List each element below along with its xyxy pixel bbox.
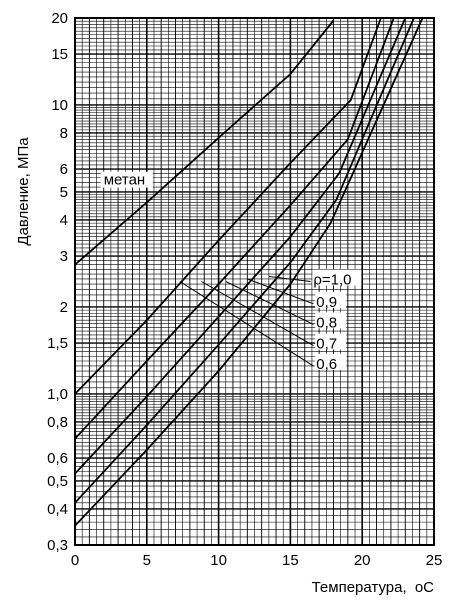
annotation-label: 0,8 [316,314,337,331]
series-label-background [100,171,153,188]
x-tick-label: 15 [282,552,299,569]
series-line [74,19,335,266]
x-axis-label-text: Температура, [312,579,407,596]
annotation-leader [225,281,314,325]
y-tick-label: 20 [51,10,68,27]
axis-labels: Давление, МПа Температура, oC [15,137,434,596]
series-label: метан [104,172,145,189]
plot-frame [74,17,435,546]
series-line [74,17,415,504]
annotation-label: ρ=1,0 [313,271,351,288]
annotation-label-background [312,269,362,286]
x-tick-label: 20 [354,552,371,569]
annotation-leader [268,276,311,282]
y-tick-label: 0,6 [47,450,68,467]
y-tick-label: 2 [60,299,68,316]
annotation-label-background [315,291,347,308]
annotation-label-background [315,333,347,350]
y-tick-label: 0,4 [47,501,68,518]
annotation-label: 0,7 [316,336,337,353]
x-tick-label: 10 [210,552,227,569]
y-tick-label: 3 [60,248,68,265]
y-tick-label: 4 [60,212,68,229]
x-axis-label: Температура, oC [312,579,435,596]
y-tick-labels: 0,3 0,4 0,5 0,6 0,8 1,0 1,5 2 3 4 5 6 8 10 15 20 [47,10,68,554]
annotation-leader [201,281,314,347]
x-tick-labels: 0 5 10 15 20 25 [71,552,443,569]
annotation-label-background [315,312,347,329]
y-tick-label: 6 [60,161,68,178]
y-tick-label: 0,5 [47,473,68,490]
annotation-label: 0,9 [316,294,337,311]
annotations: метан ρ=1,0 0,9 0,8 0,7 0,6 [100,171,362,373]
annotation-label: 0,6 [316,356,337,373]
series-line [74,17,424,527]
y-tick-label: 8 [60,125,68,142]
y-tick-label: 0,8 [47,414,68,431]
y-axis-label: Давление, МПа [15,137,32,246]
plot-border [74,17,435,546]
y-tick-label: 10 [51,97,68,114]
x-tick-label: 5 [143,552,151,569]
annotation-label-background [315,353,347,370]
y-tick-label: 5 [60,184,68,201]
series-line [74,17,407,475]
grid [74,17,435,546]
x-tick-label: 25 [426,552,443,569]
x-tick-label: 0 [71,552,79,569]
y-tick-label: 1,0 [47,386,68,403]
y-tick-label: 0,3 [47,537,68,554]
series-line [74,17,395,440]
annotation-leader [179,281,314,367]
series-line [74,17,382,395]
y-tick-label: 1,5 [47,335,68,352]
series-lines [74,17,424,527]
y-tick-label: 15 [51,46,68,63]
x-axis-label-unit: oC [415,579,434,596]
annotation-leader [247,278,314,305]
